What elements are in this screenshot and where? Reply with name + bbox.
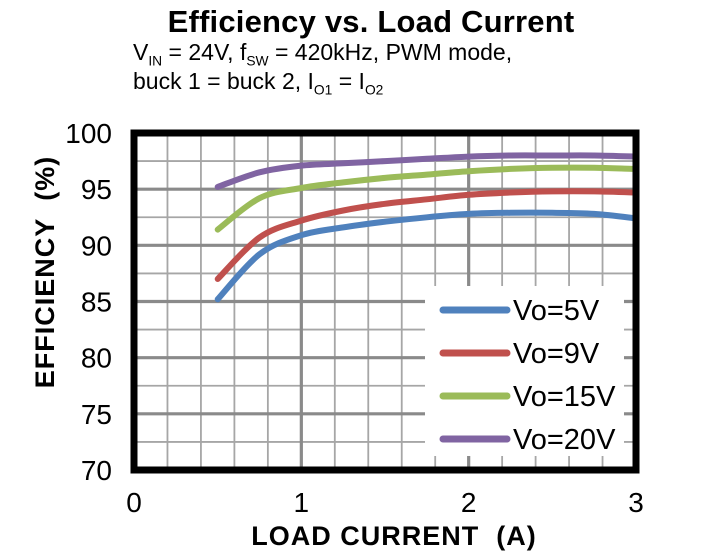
legend-label: Vo=5V: [513, 295, 600, 327]
legend-entry: Vo=5V: [439, 295, 600, 327]
chart-title: Efficiency vs. Load Current: [167, 4, 575, 39]
legend-entry: Vo=20V: [439, 424, 616, 456]
series-line-Vo=9V: [214, 188, 639, 282]
y-tick-label: 90: [81, 230, 112, 261]
x-axis-title: LOAD CURRENT (A): [251, 521, 536, 551]
chart-subtitle: VIN = 24V, fSW = 420kHz, PWM mode, buck …: [133, 38, 513, 98]
y-axis-title: EFFICIENCY (%): [30, 156, 60, 389]
plot-frame: [130, 129, 640, 474]
y-tick-label: 80: [81, 343, 112, 374]
y-tick-label: 70: [81, 455, 112, 486]
tick-labels: 100 95 90 85 80 75 70 0 1 2 3: [65, 118, 644, 518]
y-tick-label: 95: [81, 174, 112, 205]
x-tick-label: 1: [294, 487, 310, 518]
y-tick-label: 85: [81, 287, 112, 318]
legend-label: Vo=9V: [513, 338, 600, 370]
series-line-Vo=5V: [214, 209, 639, 303]
legend-label: Vo=15V: [513, 381, 616, 413]
x-tick-label: 2: [461, 487, 477, 518]
legend-label: Vo=20V: [513, 424, 616, 456]
series-line-Vo=15V: [214, 164, 639, 233]
legend-background: [425, 286, 624, 456]
y-tick-label: 75: [81, 399, 112, 430]
legend-entry: Vo=9V: [439, 338, 600, 370]
subtitle-line-2: buck 1 = buck 2, IO1 = IO2: [133, 68, 384, 98]
x-tick-label: 0: [126, 487, 142, 518]
legend-entry: Vo=15V: [439, 381, 616, 413]
subtitle-line-1: VIN = 24V, fSW = 420kHz, PWM mode,: [133, 39, 513, 69]
series-line-Vo=20V: [214, 152, 639, 190]
y-tick-label: 100: [65, 118, 112, 149]
x-tick-label: 3: [628, 487, 644, 518]
series-curves: [214, 152, 639, 303]
legend: Vo=5V Vo=9V Vo=15V Vo=20V: [439, 295, 616, 456]
